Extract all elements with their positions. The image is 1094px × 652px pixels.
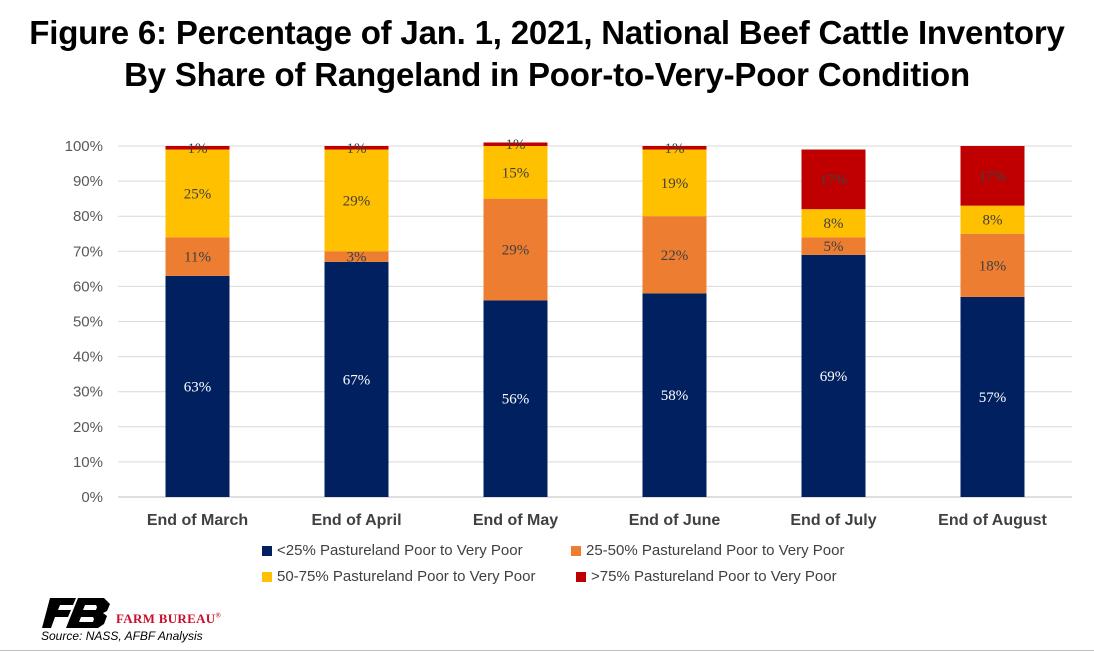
data-label: 3% [347,250,367,266]
legend-item-series-2: 25-50% Pastureland Poor to Very Poor [571,542,845,559]
legend-swatch [571,545,581,556]
bar-segment [960,205,1025,234]
bar-segment [324,251,389,262]
bar-segment [642,146,707,150]
data-label: 18% [979,258,1007,274]
legend-swatch [576,571,586,582]
bar-segment [324,146,389,150]
bar-segment [642,293,707,497]
legend-swatch [262,545,272,556]
bar-segment [165,149,230,238]
data-label: 1% [665,141,685,157]
bottom-rule [0,650,1094,651]
legend-label: 25-50% Pastureland Poor to Very Poor [586,542,845,559]
y-tick-label: 30% [73,384,103,401]
data-label: 22% [661,248,689,264]
y-tick-label: 10% [73,454,103,471]
x-category-label: End of July [790,512,876,529]
y-tick-label: 20% [73,419,103,436]
x-category-label: End of May [473,512,558,529]
x-category-label: End of March [147,512,248,529]
farm-bureau-logo-icon [42,598,110,628]
bar-segment [960,296,1025,497]
bar-segment [165,275,230,497]
bar-segment [960,233,1025,297]
legend-item-series-3: 50-75% Pastureland Poor to Very Poor [262,568,536,585]
bar-segment [801,149,866,210]
data-label: 63% [184,379,212,395]
data-label: 1% [347,141,367,157]
legend-item-series-4: >75% Pastureland Poor to Very Poor [576,568,837,585]
y-tick-label: 90% [73,173,103,190]
data-label: 17% [820,172,848,188]
y-tick-label: 70% [73,243,103,260]
bar-segment [165,237,230,276]
data-label: 25% [184,186,212,202]
data-label: 58% [661,388,689,404]
bar-segment [324,149,389,252]
data-label: 29% [502,243,530,259]
data-label: 1% [188,141,208,157]
bar-segment [324,261,389,497]
data-label: 17% [979,169,1007,185]
y-tick-label: 100% [65,138,103,155]
data-label: 57% [979,390,1007,406]
bar-segment [483,198,548,301]
y-tick-label: 50% [73,314,103,331]
legend-label: <25% Pastureland Poor to Very Poor [277,542,523,559]
bar-segment [801,209,866,238]
legend-item-series-1: <25% Pastureland Poor to Very Poor [262,542,523,559]
data-label: 56% [502,392,530,408]
legend-label: >75% Pastureland Poor to Very Poor [591,568,837,585]
legend-swatch [262,571,272,582]
chart-title-line-1: Figure 6: Percentage of Jan. 1, 2021, Na… [29,14,1065,51]
legend-label: 50-75% Pastureland Poor to Very Poor [277,568,536,585]
x-category-label: End of August [938,512,1047,529]
y-tick-label: 80% [73,208,103,225]
data-label: 11% [184,250,211,266]
y-tick-label: 0% [81,489,103,506]
bar-segment [801,237,866,255]
data-label: 1% [506,137,526,153]
data-label: 19% [661,176,689,192]
bar-segment [165,146,230,150]
bar-segment [483,146,548,199]
data-label: 69% [820,369,848,385]
chart-title-line-2: By Share of Rangeland in Poor-to-Very-Po… [124,56,970,93]
bar-segment [483,142,548,146]
bar-segment [642,216,707,294]
brand-name: FARM BUREAU® [116,611,221,626]
x-category-label: End of June [629,512,721,529]
x-category-label: End of April [311,512,401,529]
data-label: 15% [502,165,530,181]
data-label: 8% [824,216,844,232]
y-tick-label: 40% [73,349,103,366]
source-note: Source: NASS, AFBF Analysis [41,629,203,643]
data-label: 29% [343,193,371,209]
data-label: 67% [343,372,371,388]
data-label: 5% [824,239,844,255]
y-tick-label: 60% [73,278,103,295]
data-label: 8% [983,213,1003,229]
bar-segment [801,254,866,497]
bar-segment [642,149,707,217]
bar-segment [483,300,548,497]
bar-segment [960,146,1025,206]
